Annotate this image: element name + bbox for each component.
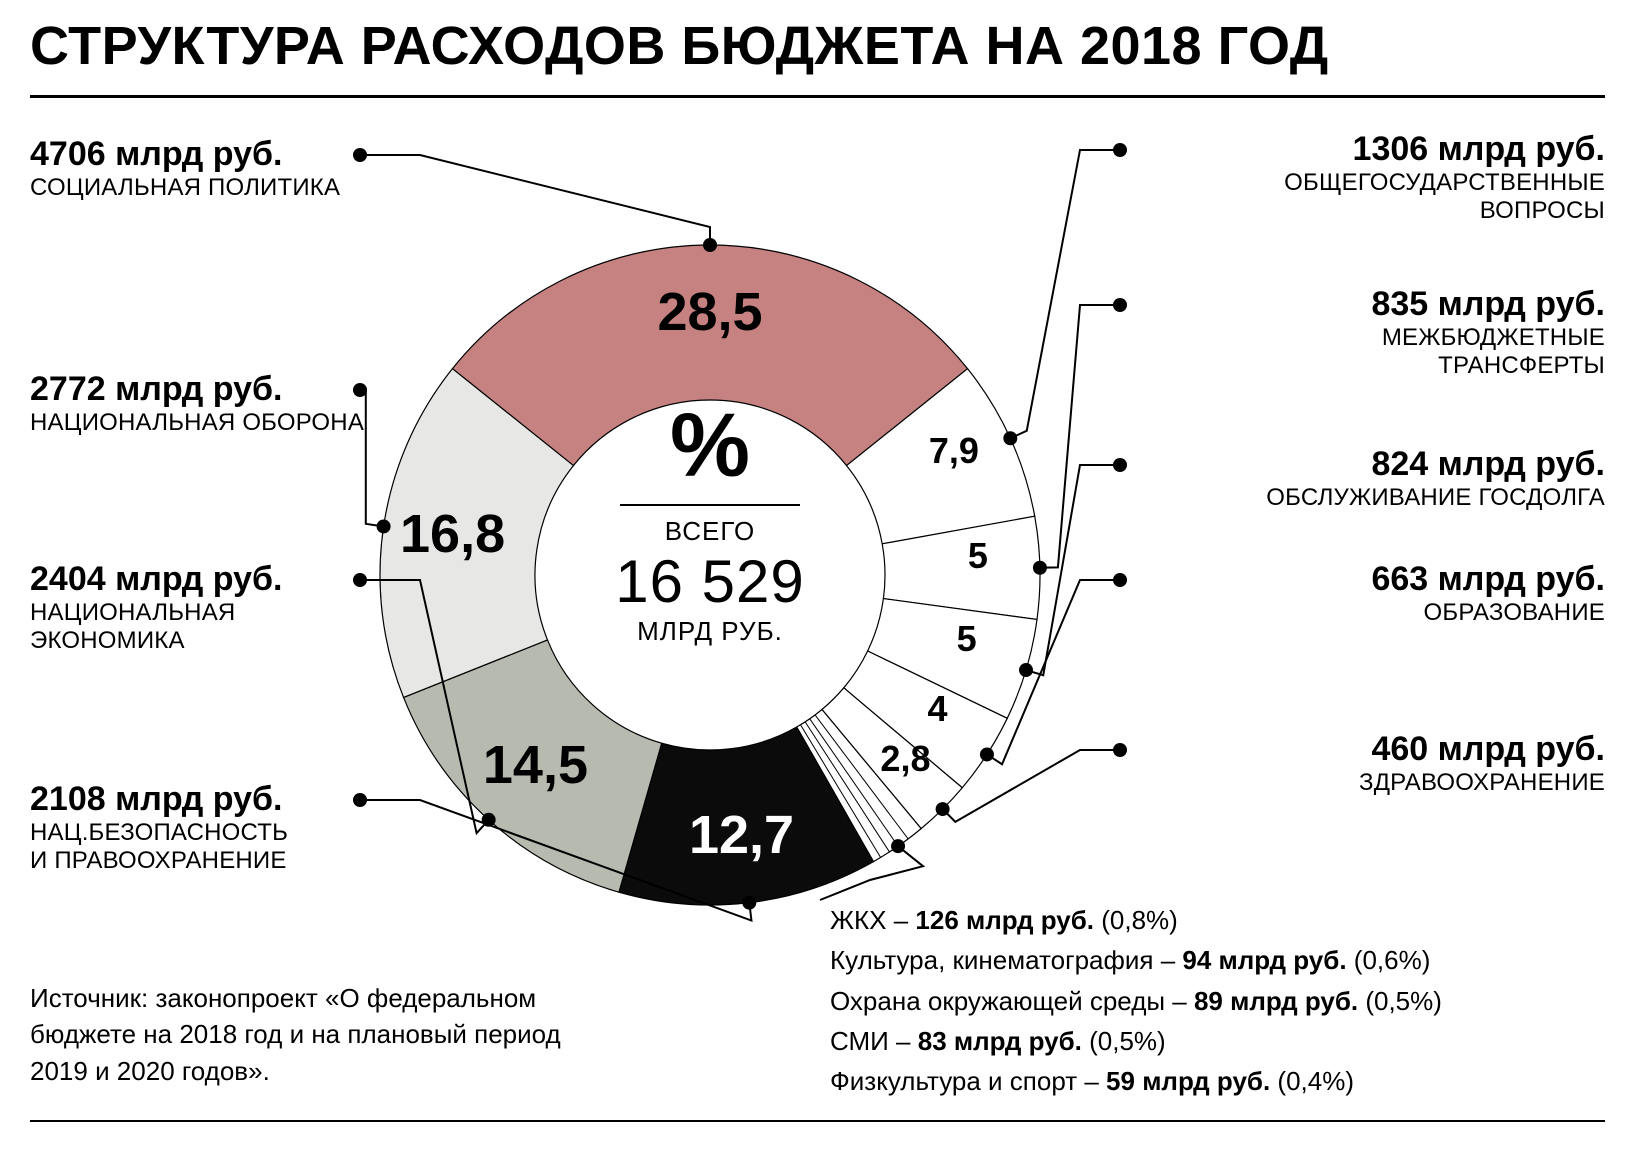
center-word: ВСЕГО — [590, 516, 830, 547]
amount-economy: 2404 млрд руб. — [30, 560, 282, 599]
other-item-3: СМИ – 83 млрд руб. (0,5%) — [830, 1021, 1442, 1061]
label-economy: 2404 млрд руб.НАЦИОНАЛЬНАЯ ЭКОНОМИКА — [30, 560, 282, 654]
label-transfers: 835 млрд руб.МЕЖБЮДЖЕТНЫЕ ТРАНСФЕРТЫ — [1130, 285, 1605, 379]
other-item-4: Физкультура и спорт – 59 млрд руб. (0,4%… — [830, 1061, 1442, 1101]
amount-transfers: 835 млрд руб. — [1130, 285, 1605, 324]
label-defense: 2772 млрд руб.НАЦИОНАЛЬНАЯ ОБОРОНА — [30, 370, 364, 437]
cat-edu: ОБРАЗОВАНИЕ — [1130, 599, 1605, 627]
center-unit: МЛРД РУБ. — [590, 616, 830, 647]
center-total: 16 529 — [590, 547, 830, 616]
infographic-root: СТРУКТУРА РАСХОДОВ БЮДЖЕТА НА 2018 ГОД %… — [0, 0, 1635, 1150]
pct-debt: 5 — [907, 618, 1027, 660]
divider-bottom — [30, 1120, 1605, 1122]
cat-debt: ОБСЛУЖИВАНИЕ ГОСДОЛГА — [1130, 484, 1605, 512]
pct-govq: 7,9 — [894, 430, 1014, 472]
cat-health: ЗДРАВООХРАНЕНИЕ — [1130, 769, 1605, 797]
amount-security: 2108 млрд руб. — [30, 780, 288, 819]
label-health: 460 млрд руб.ЗДРАВООХРАНЕНИЕ — [1130, 730, 1605, 797]
label-social: 4706 млрд руб.СОЦИАЛЬНАЯ ПОЛИТИКА — [30, 135, 340, 202]
label-debt: 824 млрд руб.ОБСЛУЖИВАНИЕ ГОСДОЛГА — [1130, 445, 1605, 512]
cat-security: НАЦ.БЕЗОПАСНОСТЬ И ПРАВООХРАНЕНИЕ — [30, 819, 288, 874]
label-security: 2108 млрд руб.НАЦ.БЕЗОПАСНОСТЬ И ПРАВООХ… — [30, 780, 288, 874]
amount-social: 4706 млрд руб. — [30, 135, 340, 174]
pct-security: 12,7 — [682, 804, 802, 866]
pct-edu: 4 — [878, 688, 998, 730]
amount-govq: 1306 млрд руб. — [1130, 130, 1605, 169]
pct-defense: 16,8 — [393, 503, 513, 565]
pct-transfers: 5 — [918, 535, 1038, 577]
cat-defense: НАЦИОНАЛЬНАЯ ОБОРОНА — [30, 409, 364, 437]
other-item-2: Охрана окружающей среды – 89 млрд руб. (… — [830, 981, 1442, 1021]
other-item-0: ЖКХ – 126 млрд руб. (0,8%) — [830, 900, 1442, 940]
label-govq: 1306 млрд руб.ОБЩЕГОСУДАРСТВЕННЫЕ ВОПРОС… — [1130, 130, 1605, 224]
other-items-list: ЖКХ – 126 млрд руб. (0,8%)Культура, кине… — [830, 900, 1442, 1101]
center-block: % ВСЕГО 16 529 МЛРД РУБ. — [590, 395, 830, 647]
amount-edu: 663 млрд руб. — [1130, 560, 1605, 599]
pct-economy: 14,5 — [475, 734, 595, 796]
amount-debt: 824 млрд руб. — [1130, 445, 1605, 484]
source-note: Источник: законопроект «О федеральном бю… — [30, 980, 561, 1089]
other-item-1: Культура, кинематография – 94 млрд руб. … — [830, 940, 1442, 980]
cat-govq: ОБЩЕГОСУДАРСТВЕННЫЕ ВОПРОСЫ — [1130, 169, 1605, 224]
cat-economy: НАЦИОНАЛЬНАЯ ЭКОНОМИКА — [30, 599, 282, 654]
pct-health: 2,8 — [845, 738, 965, 780]
percent-symbol: % — [590, 395, 830, 498]
amount-health: 460 млрд руб. — [1130, 730, 1605, 769]
cat-transfers: МЕЖБЮДЖЕТНЫЕ ТРАНСФЕРТЫ — [1130, 324, 1605, 379]
pct-social: 28,5 — [650, 281, 770, 343]
label-edu: 663 млрд руб.ОБРАЗОВАНИЕ — [1130, 560, 1605, 627]
amount-defense: 2772 млрд руб. — [30, 370, 364, 409]
cat-social: СОЦИАЛЬНАЯ ПОЛИТИКА — [30, 174, 340, 202]
